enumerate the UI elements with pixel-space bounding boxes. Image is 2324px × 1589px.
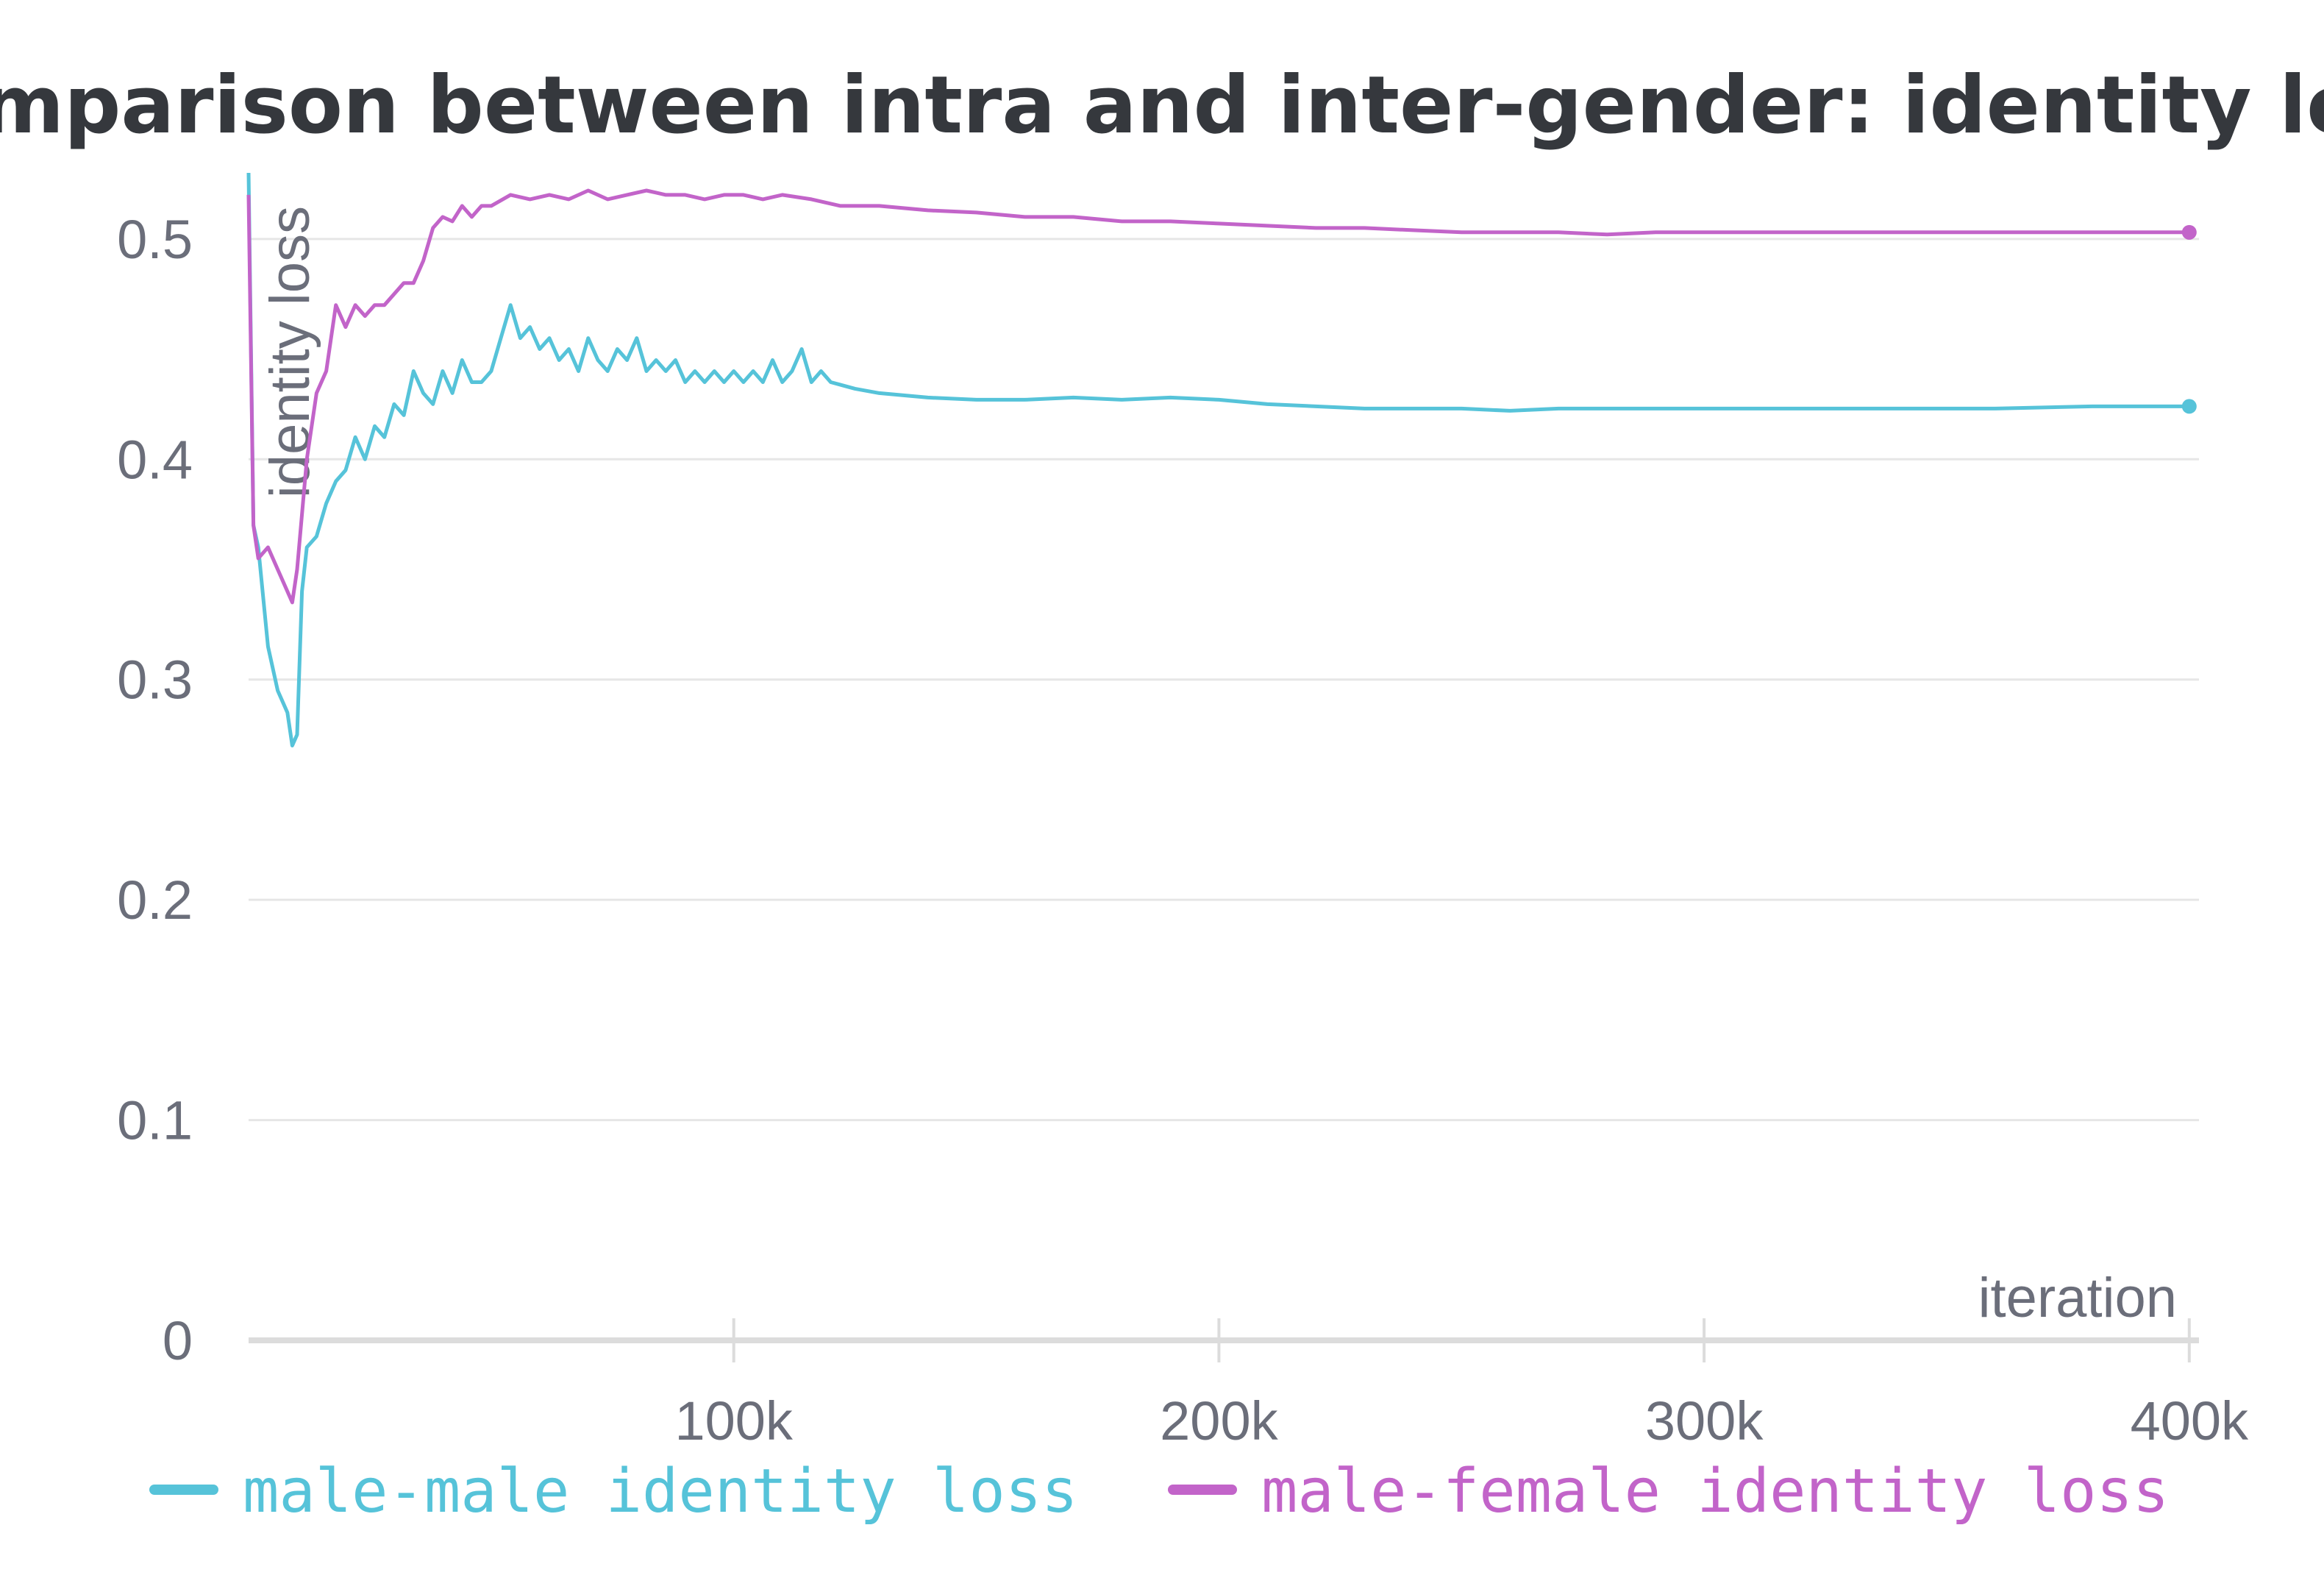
legend-label-1: male-male identity loss	[243, 1457, 1077, 1526]
x-axis-label: iteration	[1978, 1267, 2177, 1329]
x-axis	[249, 1318, 2199, 1362]
series-end-point-1	[2181, 399, 2197, 414]
x-tick-label: 300k	[1645, 1390, 1764, 1451]
y-tick-label: 0.4	[117, 429, 193, 490]
series-end-point-2	[2181, 224, 2197, 240]
y-axis-label: identity loss	[259, 206, 321, 498]
x-axis-tick-labels: 100k 200k 300k 400k	[674, 1390, 2249, 1451]
x-tick-label: 100k	[674, 1390, 793, 1451]
series-line-2	[246, 188, 2189, 605]
legend: male-male identity loss male-female ident…	[149, 1457, 2169, 1526]
x-tick-label: 200k	[1160, 1390, 1278, 1451]
y-tick-label: 0	[163, 1310, 193, 1371]
x-tick-label: 400k	[2131, 1390, 2249, 1451]
y-tick-label: 0.3	[117, 650, 193, 711]
y-tick-label: 0.1	[117, 1090, 193, 1151]
chart-title: Comparison between intra and inter-gende…	[0, 60, 2324, 152]
series-line-1	[246, 172, 2189, 747]
y-axis-tick-labels: 0 0.1 0.2 0.3 0.4 0.5	[117, 209, 193, 1371]
y-tick-label: 0.5	[117, 209, 193, 270]
y-tick-label: 0.2	[117, 870, 193, 931]
legend-label-2: male-female identity loss	[1261, 1457, 2169, 1526]
grid-lines	[249, 238, 2199, 1122]
series-lines	[246, 172, 2197, 747]
